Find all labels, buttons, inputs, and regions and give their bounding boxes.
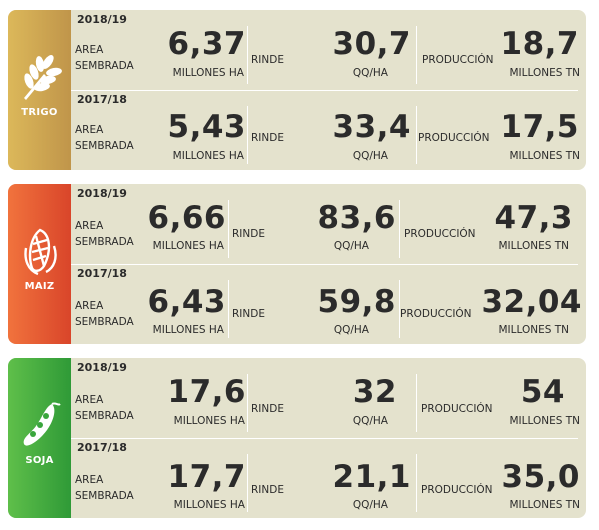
rinde-unit: QQ/HA — [352, 150, 388, 162]
produccion-label: PRODUCCIÓN — [400, 308, 472, 320]
crop-sidebar-soja: SOJA — [8, 358, 71, 518]
season-label: 2017/18 — [77, 93, 127, 106]
crop-card-soja: SOJA 2018/19 AREA SEMBRADA 17,6 MILLONES … — [8, 358, 586, 518]
rinde-unit: QQ/HA — [352, 415, 388, 427]
crop-sidebar-trigo: TRIGO — [8, 10, 71, 170]
produccion-unit: MILLONES TN — [498, 324, 569, 336]
area-label: AREA SEMBRADA — [75, 220, 134, 248]
column-divider — [416, 454, 417, 512]
table-row: 2018/19 AREA SEMBRADA 6,66 MILLONES HA RI… — [71, 184, 586, 264]
rinde-value: 21,1 — [332, 459, 411, 495]
area-unit: MILLONES HA — [172, 150, 244, 162]
produccion-label: PRODUCCIÓN — [422, 54, 494, 66]
rinde-label: RINDE — [251, 403, 284, 415]
rinde-label: RINDE — [251, 54, 284, 66]
crop-card-maiz: MAIZ 2018/19 AREA SEMBRADA 6,66 MILLONES … — [8, 184, 586, 344]
season-label: 2017/18 — [77, 441, 127, 454]
column-divider — [399, 200, 400, 258]
column-divider — [247, 26, 248, 84]
crop-name: TRIGO — [21, 107, 58, 118]
area-unit: MILLONES HA — [173, 415, 245, 427]
rinde-value: 59,8 — [317, 284, 396, 320]
column-divider — [247, 454, 248, 512]
produccion-label: PRODUCCIÓN — [421, 484, 493, 496]
area-unit: MILLONES HA — [152, 324, 224, 336]
crop-name: MAIZ — [24, 281, 55, 292]
rinde-value: 32 — [352, 374, 397, 410]
produccion-unit: MILLONES TN — [509, 499, 580, 511]
row-divider — [71, 264, 578, 265]
row-divider — [71, 438, 578, 439]
area-value: 6,37 — [167, 26, 246, 62]
produccion-label: PRODUCCIÓN — [421, 403, 493, 415]
column-divider — [247, 106, 248, 164]
area-label: AREA SEMBRADA — [75, 44, 134, 72]
area-value: 17,6 — [167, 374, 246, 410]
produccion-value: 54 — [520, 374, 565, 410]
row-divider — [71, 90, 578, 91]
column-divider — [228, 200, 229, 258]
column-divider — [247, 374, 248, 432]
table-row: 2017/18 AREA SEMBRADA 6,43 MILLONES HA RI… — [71, 264, 586, 344]
produccion-unit: MILLONES TN — [509, 150, 580, 162]
soybean-icon — [23, 402, 61, 446]
crop-card-trigo: TRIGO 2018/19 AREA SEMBRADA 6,37 MILLONES… — [8, 10, 586, 170]
rinde-label: RINDE — [251, 484, 284, 496]
crop-sidebar-maiz: MAIZ — [8, 184, 71, 344]
column-divider — [416, 374, 417, 432]
area-unit: MILLONES HA — [172, 67, 244, 79]
column-divider — [416, 26, 417, 84]
produccion-value: 17,5 — [500, 109, 579, 145]
wheat-icon — [24, 55, 62, 100]
corn-icon — [24, 228, 57, 276]
table-row: 2018/19 AREA SEMBRADA 17,6 MILLONES HA RI… — [71, 358, 586, 438]
produccion-unit: MILLONES TN — [509, 415, 580, 427]
produccion-unit: MILLONES TN — [509, 67, 580, 79]
produccion-value: 47,3 — [494, 200, 573, 236]
season-label: 2018/19 — [77, 361, 127, 374]
produccion-label: PRODUCCIÓN — [418, 132, 490, 144]
table-row: 2018/19 AREA SEMBRADA 6,37 MILLONES HA RI… — [71, 10, 586, 90]
area-label: AREA SEMBRADA — [75, 124, 134, 152]
rinde-value: 30,7 — [332, 26, 411, 62]
season-label: 2018/19 — [77, 187, 127, 200]
crop-name: SOJA — [25, 455, 54, 466]
area-value: 6,43 — [147, 284, 226, 320]
rinde-unit: QQ/HA — [333, 240, 369, 252]
rinde-label: RINDE — [232, 228, 265, 240]
produccion-unit: MILLONES TN — [498, 240, 569, 252]
table-row: 2017/18 AREA SEMBRADA 5,43 MILLONES HA RI… — [71, 90, 586, 170]
area-unit: MILLONES HA — [152, 240, 224, 252]
table-row: 2017/18 AREA SEMBRADA 17,7 MILLONES HA RI… — [71, 438, 586, 518]
area-value: 17,7 — [167, 459, 246, 495]
column-divider — [416, 106, 417, 164]
rinde-label: RINDE — [232, 308, 265, 320]
area-label: AREA SEMBRADA — [75, 394, 134, 422]
column-divider — [399, 280, 400, 338]
produccion-label: PRODUCCIÓN — [404, 228, 476, 240]
produccion-value: 18,7 — [500, 26, 579, 62]
rinde-unit: QQ/HA — [333, 324, 369, 336]
rinde-value: 83,6 — [317, 200, 396, 236]
rinde-unit: QQ/HA — [352, 67, 388, 79]
rinde-label: RINDE — [251, 132, 284, 144]
area-label: AREA SEMBRADA — [75, 300, 134, 328]
produccion-value: 35,0 — [501, 459, 580, 495]
rinde-unit: QQ/HA — [352, 499, 388, 511]
season-label: 2018/19 — [77, 13, 127, 26]
produccion-value: 32,04 — [481, 284, 582, 320]
season-label: 2017/18 — [77, 267, 127, 280]
area-label: AREA SEMBRADA — [75, 474, 134, 502]
area-unit: MILLONES HA — [173, 499, 245, 511]
area-value: 5,43 — [167, 109, 246, 145]
area-value: 6,66 — [147, 200, 226, 236]
rinde-value: 33,4 — [332, 109, 411, 145]
column-divider — [228, 280, 229, 338]
